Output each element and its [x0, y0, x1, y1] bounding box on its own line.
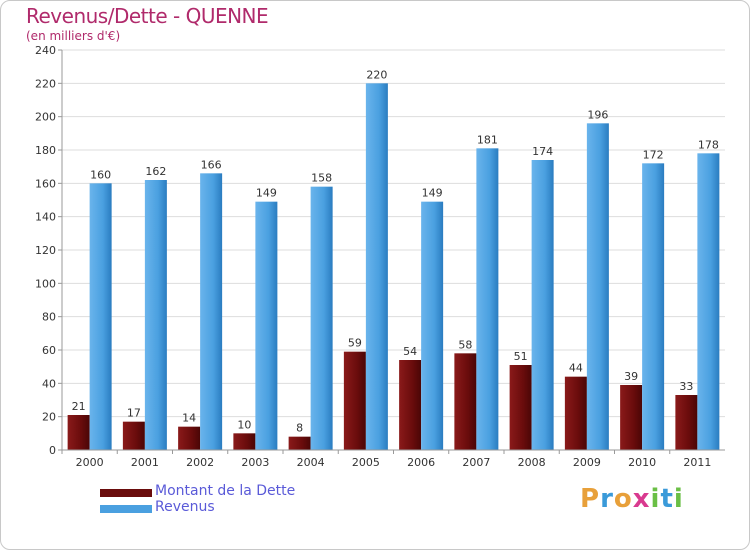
data-label-revenus: 178 — [698, 138, 719, 151]
bar-revenus — [531, 160, 554, 450]
y-tick-label: 200 — [35, 111, 56, 124]
data-label-dette: 58 — [458, 338, 472, 351]
chart-subtitle: (en milliers d'€) — [26, 29, 121, 43]
bar-dette — [67, 415, 90, 450]
data-label-dette: 8 — [296, 422, 303, 435]
bar-dette — [399, 360, 422, 450]
data-label-revenus: 149 — [422, 187, 443, 200]
logo-letter: i — [673, 484, 684, 514]
y-tick-label: 180 — [35, 144, 56, 157]
y-tick-label: 220 — [35, 77, 56, 90]
bar-revenus — [365, 83, 388, 450]
bar-dette — [288, 436, 311, 450]
logo-letter: P — [580, 484, 601, 514]
y-tick-label: 240 — [35, 44, 56, 57]
x-tick-label: 2002 — [186, 456, 214, 469]
x-tick-label: 2003 — [241, 456, 269, 469]
x-tick-label: 2004 — [297, 456, 325, 469]
logo-letter: o — [613, 484, 633, 514]
logo-letter: x — [632, 484, 651, 514]
data-label-revenus: 162 — [145, 165, 166, 178]
legend-swatch-dette — [100, 489, 152, 497]
data-label-dette: 21 — [72, 400, 86, 413]
x-tick-label: 2011 — [683, 456, 711, 469]
bar-revenus — [144, 180, 167, 450]
bar-dette — [343, 351, 366, 450]
data-label-revenus: 160 — [90, 168, 111, 181]
x-tick-label: 2001 — [131, 456, 159, 469]
bar-dette — [509, 365, 532, 450]
x-tick-label: 2006 — [407, 456, 435, 469]
y-tick-label: 140 — [35, 211, 56, 224]
x-tick-label: 2000 — [76, 456, 104, 469]
bar-dette — [675, 395, 698, 450]
y-tick-label: 20 — [42, 411, 56, 424]
data-label-dette: 59 — [348, 337, 362, 350]
data-label-revenus: 196 — [587, 108, 608, 121]
bar-revenus — [89, 183, 112, 451]
data-label-dette: 54 — [403, 345, 417, 358]
bar-dette — [233, 433, 256, 450]
y-tick-label: 160 — [35, 177, 56, 190]
bar-dette — [564, 376, 587, 450]
legend-label-revenus: Revenus — [155, 499, 215, 515]
x-tick-label: 2009 — [573, 456, 601, 469]
bar-revenus — [476, 148, 499, 451]
legend-swatch-revenus — [100, 505, 152, 513]
data-label-revenus: 158 — [311, 172, 332, 185]
data-label-revenus: 172 — [643, 148, 664, 161]
bar-revenus — [642, 163, 665, 451]
bar-dette — [122, 421, 145, 450]
grid-lines — [62, 49, 725, 451]
data-label-dette: 10 — [237, 418, 251, 431]
data-label-revenus: 166 — [201, 158, 222, 171]
data-label-dette: 51 — [514, 350, 528, 363]
y-tick-label: 0 — [49, 444, 56, 457]
bar-revenus — [586, 123, 609, 450]
data-label-dette: 17 — [127, 407, 141, 420]
bars-group: 21 160 17 162 14 166 10 149 8 158 59 220 54 149 58 181 5… — [67, 68, 720, 451]
bar-revenus — [255, 201, 278, 450]
data-label-revenus: 220 — [366, 68, 387, 81]
data-label-revenus: 174 — [532, 145, 553, 158]
chart-title: Revenus/Dette - QUENNE — [26, 4, 269, 28]
bar-revenus — [421, 201, 444, 450]
legend-label-dette: Montant de la Dette — [155, 483, 296, 499]
logo-letter: r — [600, 484, 614, 514]
x-tick-label: 2008 — [518, 456, 546, 469]
bar-revenus — [200, 173, 223, 451]
bar-dette — [620, 385, 643, 450]
data-label-dette: 39 — [624, 370, 638, 383]
x-tick-label: 2010 — [628, 456, 656, 469]
bar-revenus — [310, 186, 333, 450]
y-tick-label: 60 — [42, 344, 56, 357]
y-axis-ticks: 0 20 40 60 80 100 120 140 160 180 200 220 240 — [35, 44, 62, 457]
data-label-dette: 14 — [182, 412, 196, 425]
data-label-dette: 33 — [679, 380, 693, 393]
y-tick-label: 100 — [35, 277, 56, 290]
y-tick-label: 120 — [35, 244, 56, 257]
data-label-dette: 44 — [569, 362, 583, 375]
x-tick-label: 2007 — [462, 456, 490, 469]
data-label-revenus: 181 — [477, 133, 498, 146]
logo-letter: t — [660, 484, 674, 514]
bar-revenus — [697, 153, 720, 451]
bar-dette — [178, 426, 201, 450]
y-tick-label: 80 — [42, 311, 56, 324]
proxiti-logo: Proxiti — [580, 484, 684, 514]
bar-dette — [454, 353, 477, 450]
y-tick-label: 40 — [42, 377, 56, 390]
x-axis-ticks: 2000 2001 2002 2003 2004 2005 2006 2007 2008 2009… — [61, 450, 711, 469]
logo-letter: i — [650, 484, 661, 514]
x-tick-label: 2005 — [352, 456, 380, 469]
data-label-revenus: 149 — [256, 187, 277, 200]
